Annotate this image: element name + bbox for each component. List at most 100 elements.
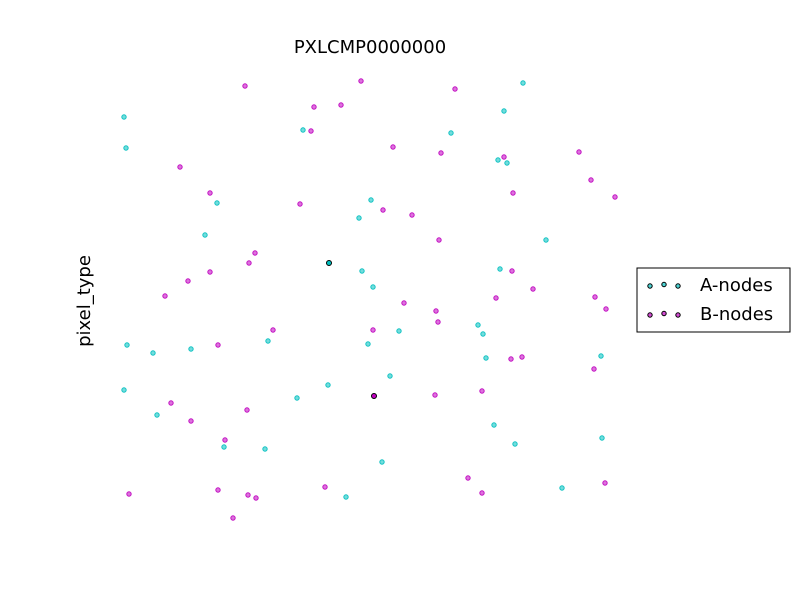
point-b-nodes-50 <box>479 490 485 496</box>
legend-label-a-nodes: A-nodes <box>700 275 773 296</box>
point-a-nodes-19 <box>396 328 402 334</box>
point-b-nodes-5 <box>308 128 314 134</box>
point-b-nodes-36 <box>519 354 525 360</box>
point-b-nodes-33 <box>370 327 376 333</box>
point-b-nodes-29 <box>603 306 609 312</box>
point-b-nodes-8 <box>576 149 582 155</box>
point-b-nodes-53 <box>230 515 236 521</box>
point-b-nodes-14 <box>612 194 618 200</box>
point-a-nodes-18 <box>480 331 486 337</box>
point-a-nodes-26 <box>598 353 604 359</box>
point-b-nodes-16 <box>380 207 386 213</box>
point-b-nodes-49 <box>126 491 132 497</box>
point-b-nodes-40 <box>432 392 438 398</box>
point-a-nodes-29 <box>325 382 331 388</box>
point-a-nodes-39 <box>343 494 349 500</box>
point-b-nodes-12 <box>207 190 213 196</box>
point-a-nodes-27 <box>387 373 393 379</box>
point-b-nodes-52 <box>253 495 259 501</box>
point-b-nodes-39 <box>479 388 485 394</box>
point-a-nodes-36 <box>262 446 268 452</box>
point-b-nodes-27 <box>592 294 598 300</box>
point-b-nodes-48 <box>215 487 221 493</box>
point-b-nodes-30 <box>433 308 439 314</box>
point-a-nodes-4 <box>448 130 454 136</box>
point-b-nodes-41 <box>168 400 174 406</box>
point-a-nodes-25 <box>483 355 489 361</box>
point-b-nodes-20 <box>246 260 252 266</box>
point-b-nodes-19 <box>252 250 258 256</box>
highlighted-point-b-nodes-1 <box>371 393 377 399</box>
point-a-nodes-22 <box>124 342 130 348</box>
legend-marks-b-dot-0 <box>647 312 653 318</box>
point-b-nodes-17 <box>409 212 415 218</box>
point-b-nodes-24 <box>530 286 536 292</box>
point-b-nodes-15 <box>297 201 303 207</box>
point-b-nodes-21 <box>207 269 213 275</box>
legend-marks-a-dot-0 <box>647 283 653 289</box>
point-b-nodes-0 <box>358 78 364 84</box>
point-b-nodes-6 <box>390 144 396 150</box>
point-a-nodes-32 <box>491 422 497 428</box>
point-a-nodes-0 <box>520 80 526 86</box>
point-a-nodes-1 <box>501 108 507 114</box>
point-b-nodes-45 <box>465 475 471 481</box>
point-b-nodes-32 <box>270 327 276 333</box>
legend-label-b-nodes: B-nodes <box>700 304 773 325</box>
point-b-nodes-28 <box>401 300 407 306</box>
point-b-nodes-18 <box>436 237 442 243</box>
point-a-nodes-11 <box>202 232 208 238</box>
point-b-nodes-31 <box>435 319 441 325</box>
point-a-nodes-9 <box>214 200 220 206</box>
legend-marks-b-dot-2 <box>675 312 681 318</box>
point-b-nodes-37 <box>591 366 597 372</box>
point-b-nodes-9 <box>501 154 507 160</box>
point-b-nodes-11 <box>588 177 594 183</box>
chart-title: PXLCMP0000000 <box>294 37 446 58</box>
legend-marks-a-dot-1 <box>661 281 667 288</box>
legend: A-nodes B-nodes <box>636 267 791 333</box>
point-b-nodes-13 <box>510 190 516 196</box>
point-b-nodes-46 <box>602 480 608 486</box>
point-a-nodes-12 <box>543 237 549 243</box>
point-a-nodes-33 <box>512 441 518 447</box>
point-b-nodes-22 <box>509 268 515 274</box>
point-b-nodes-4 <box>311 104 317 110</box>
point-b-nodes-35 <box>508 356 514 362</box>
point-b-nodes-44 <box>222 437 228 443</box>
point-b-nodes-42 <box>244 407 250 413</box>
legend-marker-b-nodes <box>647 310 681 318</box>
point-a-nodes-6 <box>495 157 501 163</box>
point-a-nodes-14 <box>359 268 365 274</box>
point-b-nodes-34 <box>215 342 221 348</box>
point-b-nodes-2 <box>452 86 458 92</box>
point-b-nodes-43 <box>188 418 194 424</box>
point-a-nodes-38 <box>559 485 565 491</box>
point-a-nodes-10 <box>356 215 362 221</box>
point-a-nodes-34 <box>599 435 605 441</box>
points-layer <box>121 78 618 521</box>
point-a-nodes-37 <box>379 459 385 465</box>
legend-marker-a-nodes <box>647 281 681 289</box>
point-a-nodes-28 <box>121 387 127 393</box>
point-a-nodes-7 <box>504 160 510 166</box>
point-b-nodes-23 <box>185 278 191 284</box>
point-a-nodes-15 <box>497 266 503 272</box>
point-a-nodes-31 <box>154 412 160 418</box>
y-axis-label: pixel_type <box>74 255 95 347</box>
point-b-nodes-51 <box>245 492 251 498</box>
point-b-nodes-25 <box>162 293 168 299</box>
point-a-nodes-16 <box>370 284 376 290</box>
point-b-nodes-26 <box>493 295 499 301</box>
point-b-nodes-3 <box>338 102 344 108</box>
point-a-nodes-2 <box>121 114 127 120</box>
point-a-nodes-17 <box>475 322 481 328</box>
point-a-nodes-21 <box>365 341 371 347</box>
point-b-nodes-10 <box>177 164 183 170</box>
legend-marks-b-dot-1 <box>661 310 667 317</box>
point-a-nodes-30 <box>294 395 300 401</box>
point-b-nodes-7 <box>438 150 444 156</box>
point-b-nodes-1 <box>242 83 248 89</box>
point-a-nodes-5 <box>123 145 129 151</box>
